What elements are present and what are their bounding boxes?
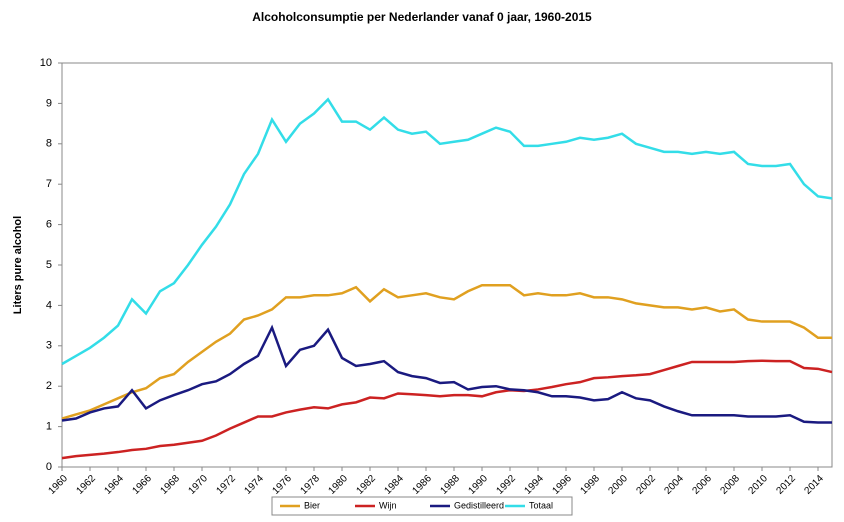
x-tick-label: 1966: [130, 473, 154, 497]
y-tick-label: 6: [46, 219, 52, 231]
x-tick-label: 1962: [74, 473, 98, 497]
x-tick-label: 1976: [270, 473, 294, 497]
x-tick-label: 2004: [662, 473, 686, 497]
x-tick-label: 1970: [186, 473, 210, 497]
x-tick-label: 1960: [46, 473, 70, 497]
y-axis-label: Liters pure alcohol: [12, 216, 24, 314]
x-tick-label: 2014: [802, 473, 826, 497]
x-tick-label: 1984: [382, 473, 406, 497]
x-tick-label: 2010: [746, 473, 770, 497]
x-tick-label: 1974: [242, 473, 266, 497]
legend-label: Totaal: [529, 500, 553, 510]
x-tick-label: 1980: [326, 473, 350, 497]
x-tick-label: 2000: [606, 473, 630, 497]
line-series: [61, 283, 832, 420]
x-tick-label: 1972: [214, 473, 238, 497]
legend-label: Gedistilleerd: [454, 500, 504, 510]
y-tick-label: 2: [46, 380, 52, 392]
y-tick-label: 10: [40, 57, 52, 69]
x-tick-label: 1998: [578, 473, 602, 497]
x-tick-label: 2012: [774, 473, 798, 497]
x-tick-label: 1996: [550, 473, 574, 497]
x-tick-label: 1990: [466, 473, 490, 497]
y-tick-label: 8: [46, 138, 52, 150]
chart-title: Alcoholconsumptie per Nederlander vanaf …: [252, 10, 592, 24]
y-tick-label: 7: [46, 178, 52, 190]
y-tick-label: 1: [46, 421, 52, 433]
x-tick-label: 1992: [494, 473, 518, 497]
x-tick-label: 2008: [718, 473, 742, 497]
y-tick-label: 9: [46, 97, 52, 109]
y-tick-label: 5: [46, 259, 52, 271]
legend-label: Wijn: [379, 500, 397, 510]
x-tick-label: 1982: [354, 473, 378, 497]
x-tick-label: 1986: [410, 473, 434, 497]
line-series: [61, 324, 832, 424]
line-series: [61, 97, 833, 366]
x-tick-label: 1978: [298, 473, 322, 497]
x-tick-label: 1988: [438, 473, 462, 497]
x-tick-label: 2002: [634, 473, 658, 497]
plot-area: [61, 62, 833, 468]
legend-box: [271, 496, 573, 516]
y-tick-label: 3: [46, 340, 52, 352]
y-tick-label: 4: [46, 299, 52, 311]
legend-label: Bier: [304, 500, 320, 510]
x-tick-label: 1964: [102, 473, 126, 497]
line-series: [61, 359, 833, 460]
x-tick-label: 1968: [158, 473, 182, 497]
x-tick-label: 1994: [522, 473, 546, 497]
x-tick-label: 2006: [690, 473, 714, 497]
y-tick-label: 0: [46, 461, 52, 473]
